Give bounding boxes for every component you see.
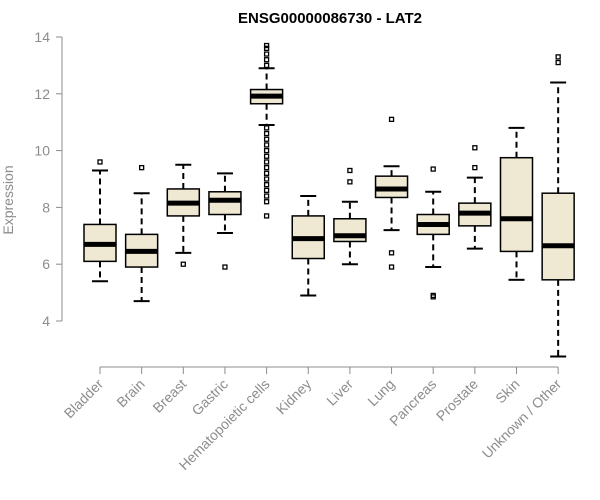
outlier-point — [263, 164, 270, 171]
box-lung — [374, 116, 409, 270]
outlier-point — [430, 166, 436, 172]
outlier-point — [263, 187, 270, 194]
y-tick-label: 4 — [42, 313, 50, 329]
x-tick-label: Breast — [149, 376, 189, 416]
outlier-point — [263, 42, 270, 49]
outlier-point — [347, 167, 353, 174]
outlier-point — [222, 264, 228, 270]
y-axis: 4 6 8 10 12 14 — [34, 29, 63, 329]
x-tick-label: Bladder — [61, 376, 107, 422]
y-tick-label: 14 — [34, 29, 50, 45]
box-unknown-other — [541, 54, 575, 358]
x-tick-label: Skin — [492, 376, 523, 407]
box-prostate — [458, 145, 492, 250]
x-tick-label: Lung — [364, 376, 397, 409]
outlier-point — [263, 45, 270, 52]
box-hematopoietic-cells — [249, 42, 284, 219]
outlier-point — [180, 261, 186, 267]
box-breast — [166, 163, 201, 267]
x-tick-label: Brain — [113, 376, 147, 410]
box-group — [83, 42, 575, 358]
outlier-point — [555, 54, 561, 60]
outlier-point — [263, 159, 270, 165]
outlier-point — [263, 130, 270, 137]
outlier-point — [263, 51, 270, 57]
iqr-box — [499, 156, 534, 253]
outlier-point — [388, 250, 395, 256]
box-kidney — [291, 195, 325, 297]
outlier-point — [347, 179, 353, 185]
box-gastric — [208, 172, 242, 270]
box-liver — [333, 167, 367, 266]
box-pancreas — [416, 166, 450, 300]
outlier-point — [263, 153, 270, 159]
x-tick-label: Liver — [323, 376, 356, 409]
outlier-point — [263, 176, 270, 182]
x-tick-label: Prostate — [433, 376, 481, 424]
outlier-point — [263, 213, 270, 219]
outlier-point — [97, 159, 103, 165]
outlier-point — [472, 164, 478, 171]
outlier-point — [263, 57, 270, 63]
x-tick-label: Unknown / Other — [479, 376, 565, 462]
outlier-point — [263, 62, 270, 69]
y-tick-label: 12 — [34, 86, 50, 102]
y-tick-label: 6 — [42, 256, 50, 272]
y-tick-label: 8 — [42, 199, 50, 215]
outlier-point — [388, 264, 395, 270]
outlier-point — [138, 164, 145, 171]
outlier-point — [263, 170, 270, 176]
outlier-point — [263, 125, 270, 131]
y-axis-label: Expression — [0, 165, 16, 234]
outlier-point — [430, 294, 436, 300]
outlier-point — [263, 147, 270, 154]
outlier-point — [263, 142, 270, 148]
outlier-point — [388, 116, 395, 123]
outlier-point — [263, 199, 270, 205]
chart-title: ENSG00000086730 - LAT2 — [238, 10, 422, 27]
outlier-point — [263, 182, 270, 188]
box-bladder — [83, 159, 117, 283]
box-brain — [124, 164, 159, 303]
x-tick-label: Kidney — [273, 376, 315, 418]
outlier-point — [263, 193, 270, 199]
y-tick-label: 10 — [34, 143, 50, 159]
outlier-point — [555, 59, 561, 66]
iqr-box — [208, 191, 242, 216]
outlier-point — [263, 136, 270, 142]
box-skin — [499, 126, 534, 281]
outlier-point — [472, 145, 478, 151]
iqr-box — [541, 192, 575, 281]
